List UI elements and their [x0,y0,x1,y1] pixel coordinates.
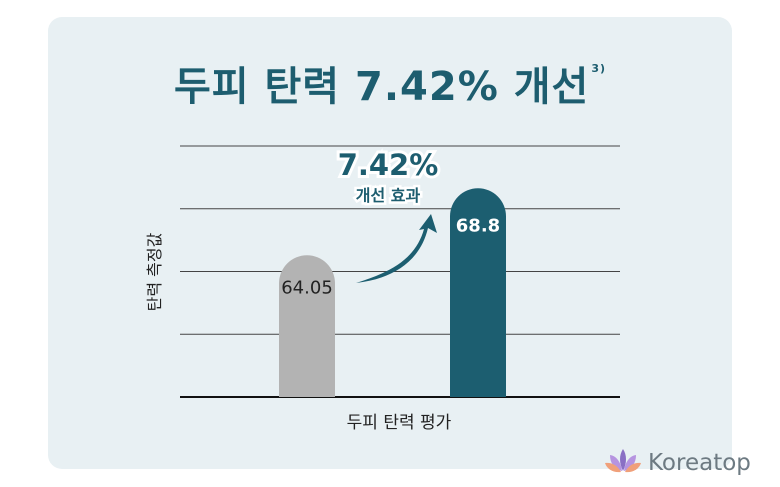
bar-1 [450,188,506,397]
annotation-text: 개선 효과 [356,186,421,205]
arrow-curve [356,214,437,283]
bar-0 [279,255,335,397]
grid-lines [180,145,620,398]
x-axis-label: 두피 탄력 평가 [347,413,452,433]
annotation-value: 7.42% [338,148,439,182]
bars [279,188,506,397]
y-axis-label: 탄력 측정값 [145,232,164,311]
value-labels: 64.05 68.8 [281,215,500,298]
lotus-icon [604,447,642,479]
bar-value-label-1: 68.8 [456,215,500,236]
brand-logo: Koreatop [604,447,751,479]
chart-card [48,17,732,469]
page-title: 두피 탄력 7.42% 개선 3) [0,54,780,112]
title-text: 두피 탄력 7.42% 개선 [173,64,590,110]
bar-value-label-0: 64.05 [281,277,333,298]
brand-name: Koreatop [648,450,751,476]
trend-arrow [356,214,437,283]
title-footnote: 3) [591,62,607,75]
